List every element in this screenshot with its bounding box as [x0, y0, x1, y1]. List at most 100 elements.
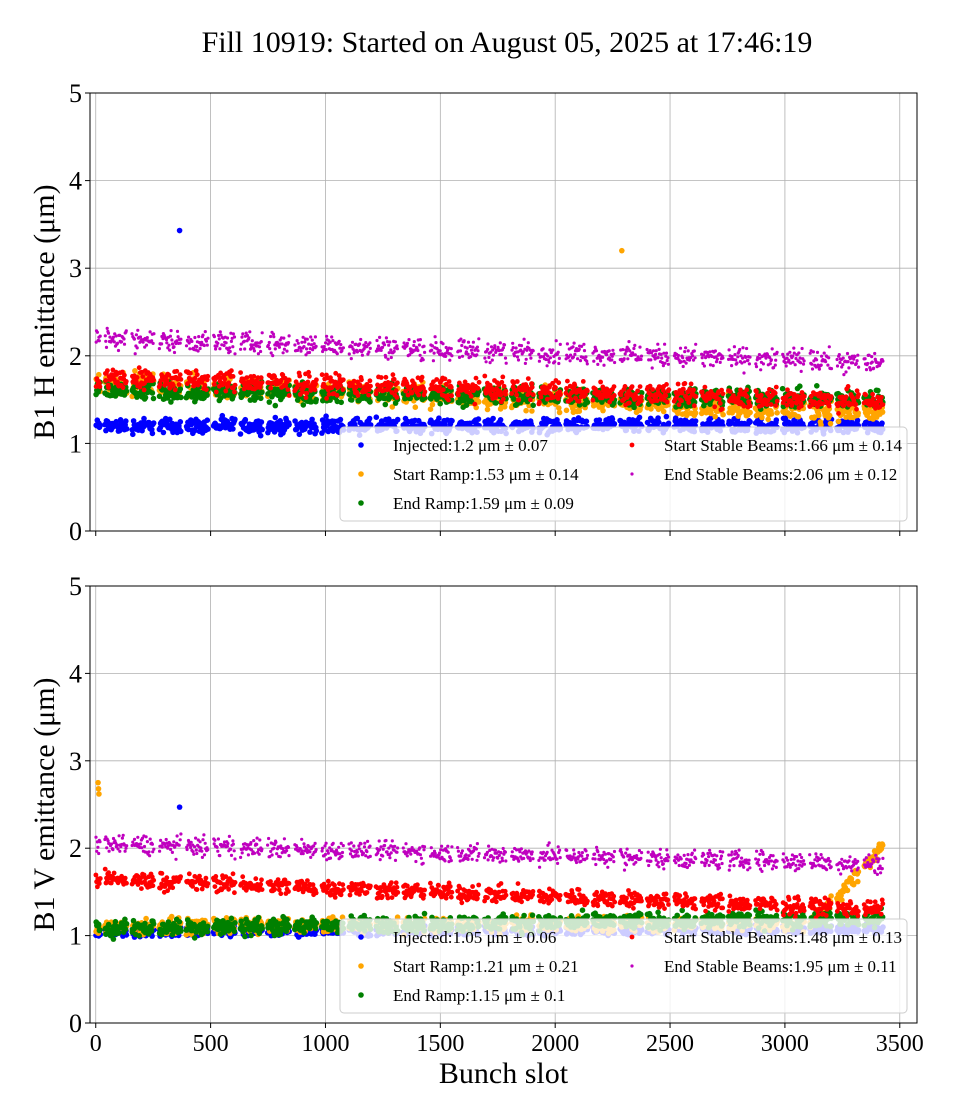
- data-point: [390, 372, 396, 378]
- data-point: [394, 395, 400, 400]
- data-point: [475, 416, 482, 422]
- data-point: [168, 334, 172, 338]
- data-point: [330, 335, 334, 339]
- data-point: [554, 339, 558, 343]
- data-point: [113, 418, 119, 425]
- data-point: [826, 412, 833, 419]
- data-point: [387, 351, 391, 355]
- y-tick-label: 3: [69, 747, 82, 776]
- data-point: [826, 363, 830, 367]
- data-point: [172, 345, 176, 349]
- data-point: [691, 354, 695, 358]
- y-tick-label: 1: [69, 922, 82, 951]
- data-point: [243, 347, 247, 351]
- data-point: [799, 361, 803, 365]
- data-point: [708, 350, 712, 354]
- data-point: [524, 357, 528, 361]
- data-point: [238, 370, 244, 375]
- data-point: [170, 338, 174, 342]
- data-point: [817, 367, 822, 371]
- data-point: [775, 350, 779, 354]
- data-point: [682, 381, 688, 386]
- data-point: [188, 370, 193, 376]
- data-point: [469, 348, 474, 352]
- data-point: [314, 377, 319, 383]
- data-point: [312, 342, 316, 346]
- data-point: [577, 347, 581, 351]
- data-point: [681, 356, 685, 360]
- data-point: [639, 354, 644, 358]
- data-point: [466, 352, 470, 356]
- data-point: [130, 431, 136, 438]
- data-point: [258, 395, 264, 402]
- data-point: [358, 342, 362, 346]
- data-point: [250, 339, 254, 343]
- data-point: [355, 393, 361, 398]
- data-point: [500, 374, 506, 380]
- data-point: [422, 389, 428, 395]
- data-point: [368, 341, 372, 345]
- series-end-stable-beams: [94, 326, 885, 377]
- data-point: [596, 417, 603, 423]
- x-tick-label: 500: [193, 1031, 229, 1057]
- data-point: [708, 363, 713, 367]
- data-point: [568, 397, 574, 402]
- data-point: [150, 420, 157, 426]
- legend-label: Injected:1.2 μm ± 0.07: [393, 436, 548, 455]
- data-point: [231, 345, 235, 349]
- data-point: [237, 431, 244, 437]
- x-tick-label: 2500: [646, 1031, 694, 1057]
- data-point: [214, 347, 218, 351]
- data-point: [367, 422, 374, 428]
- data-point: [774, 410, 780, 416]
- data-point: [133, 352, 137, 356]
- data-point: [785, 387, 790, 393]
- data-point: [204, 417, 211, 424]
- data-point: [387, 343, 391, 347]
- data-point: [702, 384, 708, 390]
- data-point: [873, 351, 877, 356]
- data-point: [203, 330, 207, 334]
- data-point: [621, 348, 625, 352]
- y-tick-label: 5: [69, 572, 82, 601]
- data-point: [499, 379, 505, 385]
- data-point: [324, 348, 328, 352]
- data-point: [747, 419, 753, 425]
- data-point: [419, 374, 425, 380]
- data-point: [531, 349, 535, 353]
- y-tick-label: 2: [69, 342, 82, 371]
- data-point: [472, 401, 478, 407]
- data-point: [537, 352, 541, 356]
- data-point: [516, 397, 522, 403]
- data-point: [177, 419, 184, 425]
- data-point: [252, 349, 256, 353]
- data-point: [857, 365, 861, 369]
- data-point: [436, 415, 442, 422]
- data-point: [149, 390, 156, 396]
- data-point: [449, 393, 454, 399]
- data-point: [382, 401, 389, 408]
- data-point: [758, 392, 764, 398]
- legend-marker: [629, 442, 635, 448]
- data-point: [149, 430, 156, 437]
- data-point: [514, 379, 520, 384]
- data-point: [519, 344, 524, 348]
- data-point: [305, 347, 309, 351]
- data-point: [417, 343, 421, 347]
- data-point: [337, 416, 344, 423]
- data-point: [870, 355, 874, 359]
- data-point: [730, 364, 734, 368]
- data-point: [563, 407, 570, 414]
- data-point: [693, 356, 697, 360]
- data-point: [665, 358, 669, 363]
- data-point: [334, 392, 340, 398]
- data-point: [530, 402, 536, 409]
- data-point: [845, 384, 851, 389]
- data-point: [700, 356, 704, 360]
- data-point: [367, 378, 373, 384]
- data-point: [514, 346, 518, 350]
- data-point: [497, 417, 504, 423]
- data-point: [741, 346, 745, 350]
- data-point: [115, 341, 120, 345]
